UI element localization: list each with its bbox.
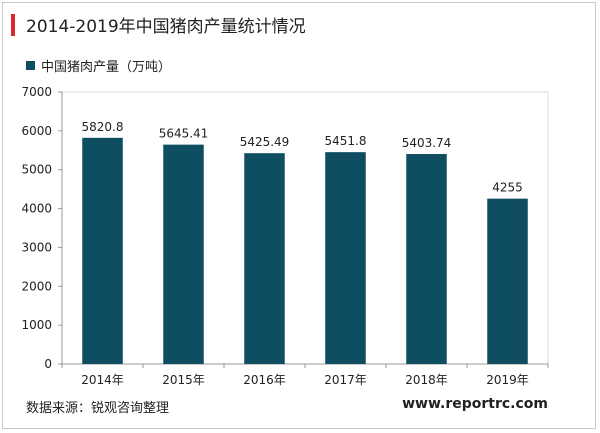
x-tick-label: 2017年 [324, 373, 367, 387]
data-label: 5425.49 [240, 135, 290, 149]
data-label: 5451.8 [325, 134, 367, 148]
data-label: 5820.8 [82, 120, 124, 134]
x-tick-label: 2015年 [162, 373, 205, 387]
bar [244, 153, 285, 364]
y-tick-label: 5000 [21, 163, 52, 177]
data-source: 数据来源：锐观咨询整理 [26, 401, 170, 416]
bar [82, 137, 123, 364]
y-tick-label: 6000 [21, 124, 52, 138]
y-tick-label: 2000 [21, 279, 52, 293]
bar [325, 152, 366, 364]
data-label: 5645.41 [159, 127, 209, 141]
website-url: www.reportrc.com [402, 396, 548, 412]
bar [487, 198, 528, 364]
y-tick-label: 1000 [21, 318, 52, 332]
chart-frame [2, 2, 596, 429]
x-tick-label: 2019年 [486, 373, 529, 387]
title-accent-bar [11, 14, 15, 36]
x-tick-label: 2018年 [405, 373, 448, 387]
y-tick-label: 7000 [21, 85, 52, 99]
data-label: 5403.74 [402, 136, 452, 150]
chart-title: 2014-2019年中国猪肉产量统计情况 [26, 17, 306, 37]
plot-area [61, 91, 549, 365]
y-tick-label: 0 [44, 357, 52, 371]
legend-swatch [26, 61, 35, 70]
bar [406, 154, 447, 364]
y-tick-label: 3000 [21, 240, 52, 254]
legend: 中国猪肉产量（万吨） [26, 56, 171, 75]
x-tick-label: 2014年 [81, 373, 124, 387]
x-tick-label: 2016年 [243, 373, 286, 387]
y-tick-label: 4000 [21, 202, 52, 216]
data-label: 4255 [492, 181, 523, 195]
legend-label: 中国猪肉产量（万吨） [41, 60, 172, 75]
bar [163, 144, 204, 364]
